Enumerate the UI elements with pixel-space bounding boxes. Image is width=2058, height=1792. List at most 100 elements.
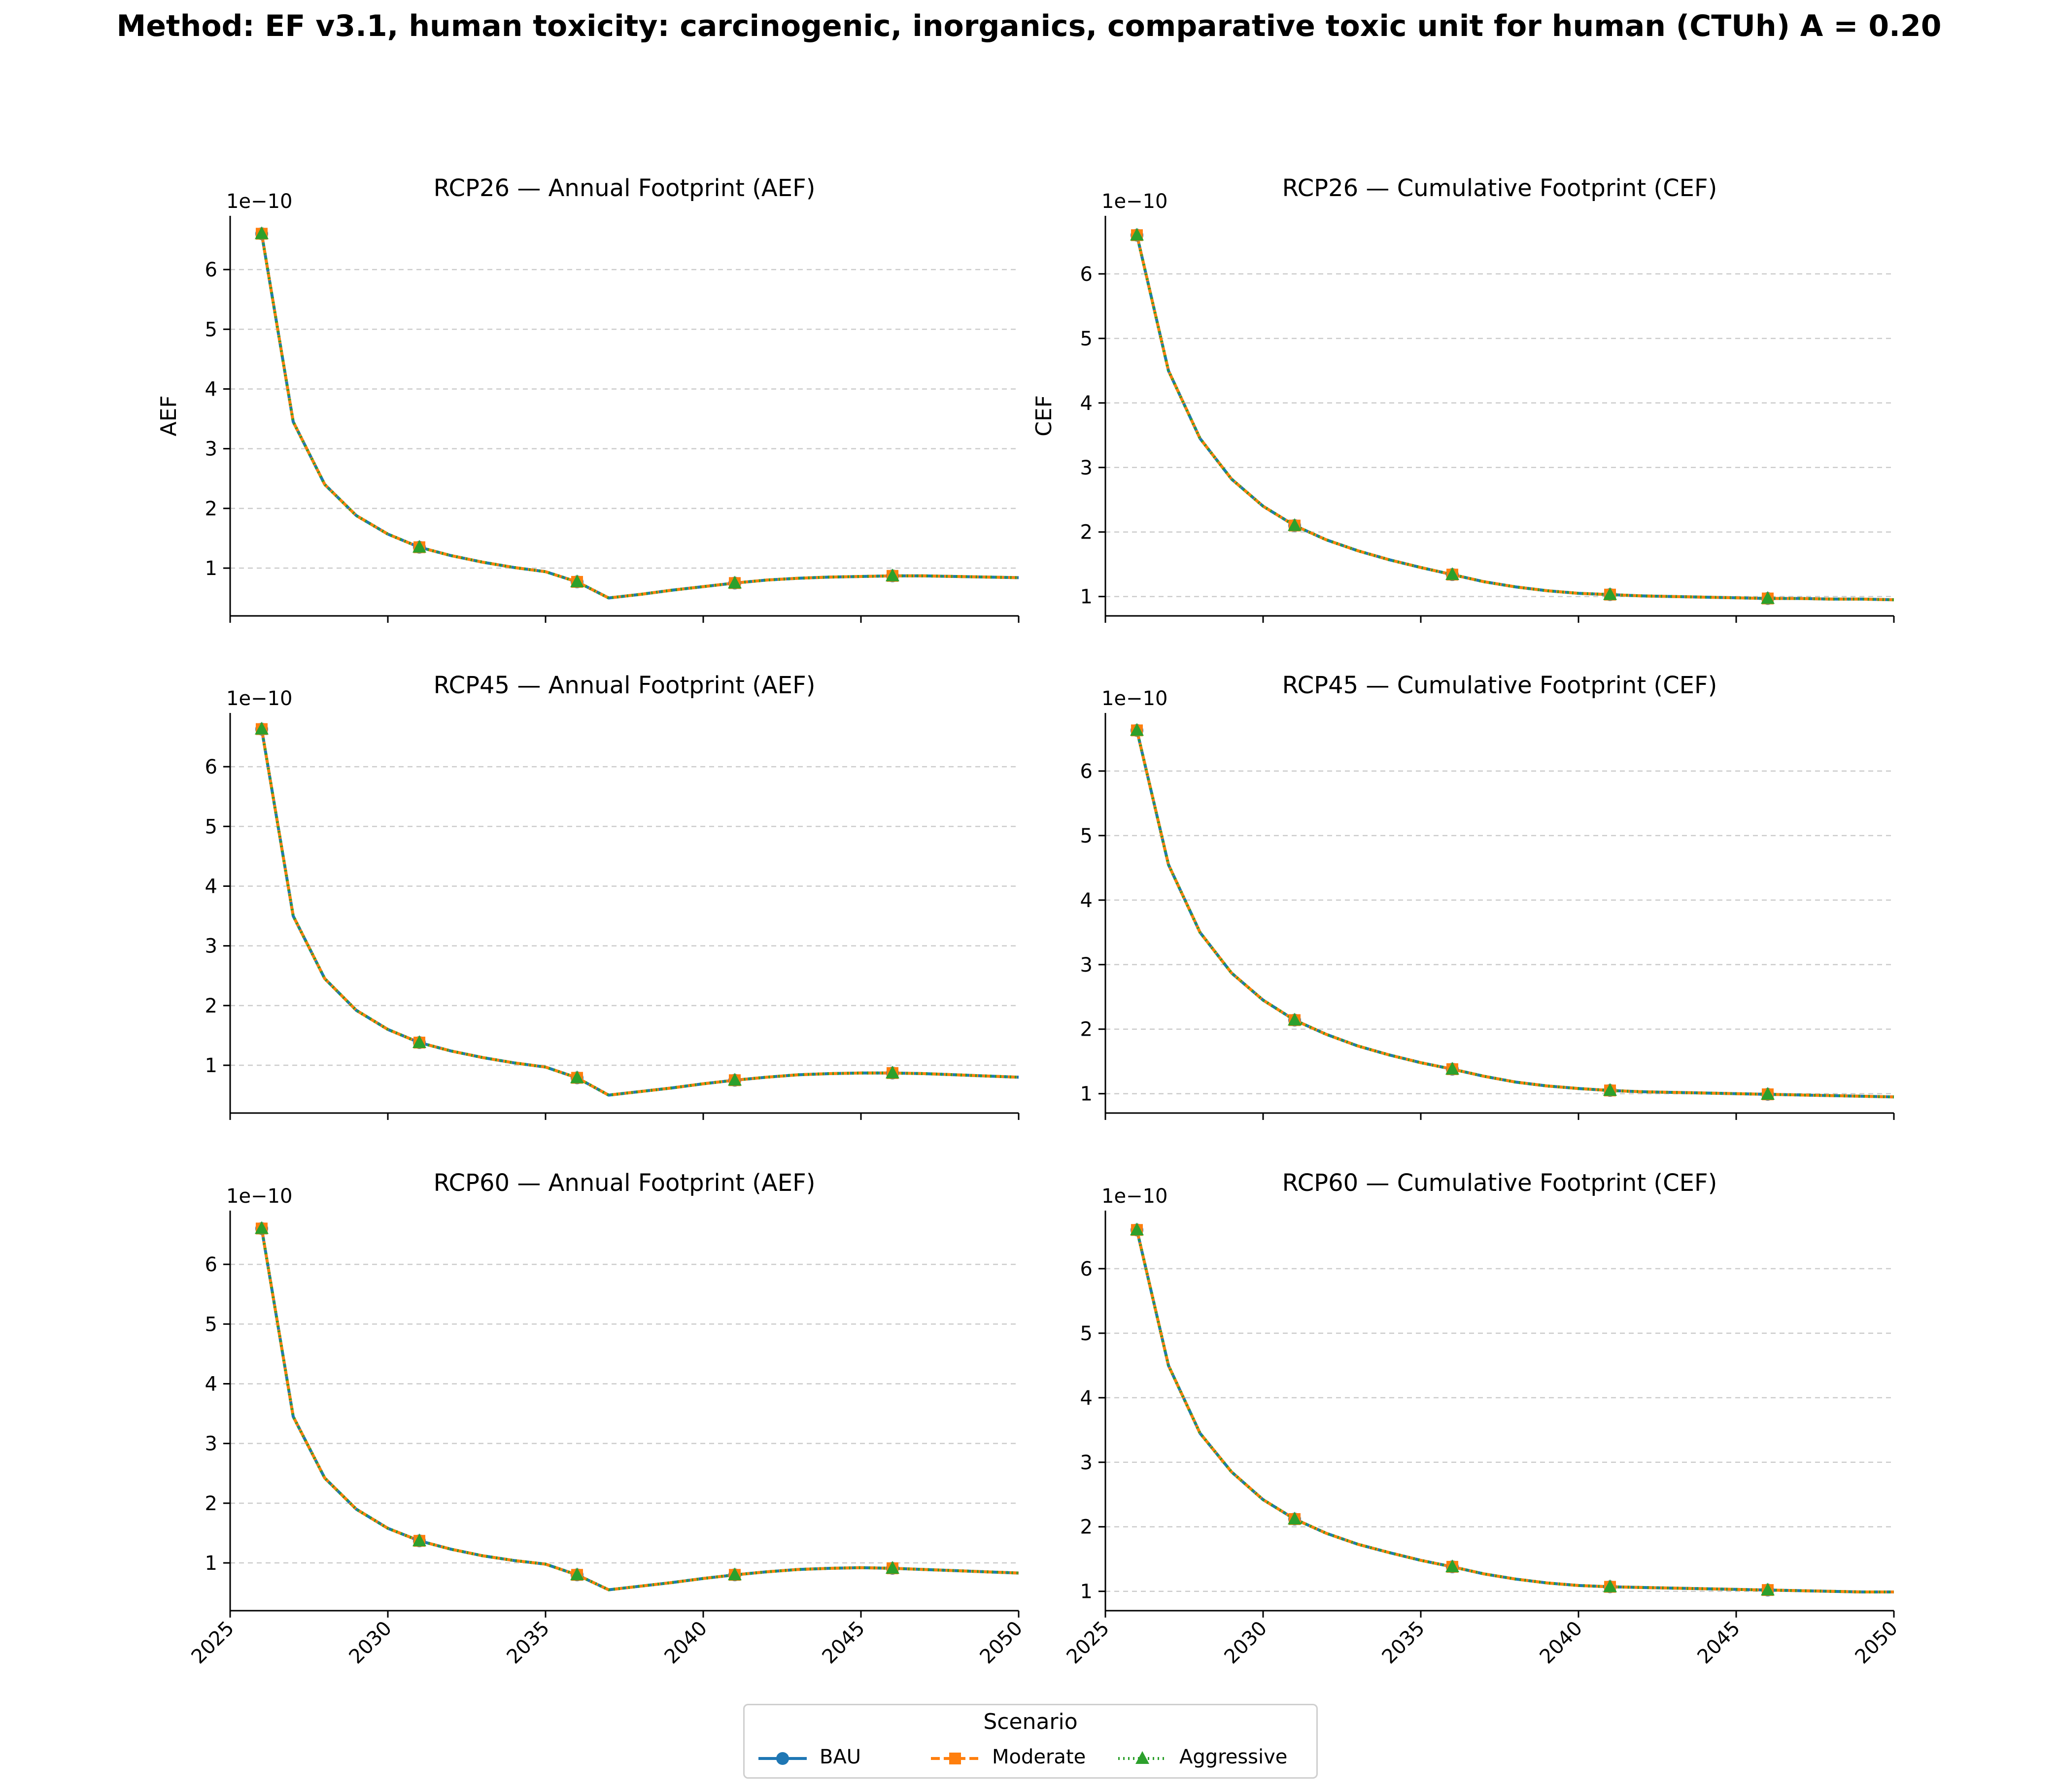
y-tick-label: 1 — [1080, 1581, 1093, 1603]
y-tick-label: 5 — [205, 1313, 217, 1336]
subplot-4: 1 2 3 4 5 6 RCP45 — Cumulative Footprint (CEF)… — [1080, 672, 1895, 1120]
subplot-title: RCP60 — Annual Footprint (AEF) — [434, 1169, 816, 1197]
data-point-aggressive — [1130, 723, 1144, 736]
series-line-bau — [1135, 730, 1894, 1099]
y-tick-label: 5 — [1080, 328, 1093, 350]
y-tick-label: 2 — [1080, 1516, 1093, 1539]
data-point-aggressive — [1761, 591, 1775, 604]
legend-label-moderate: Moderate — [992, 1746, 1086, 1768]
data-point-aggressive — [886, 568, 899, 581]
y-tick-label: 1 — [1080, 1083, 1093, 1106]
y-tick-label: 5 — [1080, 1322, 1093, 1345]
data-point-aggressive — [1603, 1579, 1617, 1592]
data-point-aggressive — [1288, 1013, 1302, 1026]
series-line-aggressive — [260, 729, 1019, 1097]
data-point-aggressive — [886, 1065, 899, 1079]
data-point-aggressive — [886, 1560, 899, 1574]
y-tick-label: 2 — [1080, 1018, 1093, 1041]
data-point-aggressive — [255, 721, 269, 735]
series-line-moderate — [1135, 1229, 1894, 1593]
series-line-aggressive — [260, 1228, 1019, 1591]
legend-swatch-moderate — [931, 1753, 979, 1764]
subplot-1: 1 2 3 4 5 6 RCP26 — Annual Footprint (AEF) 1e−1… — [156, 174, 1020, 623]
y-tick-label: 6 — [1080, 263, 1093, 286]
subplot-3: 1 2 3 4 5 6 RCP45 — Annual Footprint (AEF) 1e−1… — [205, 672, 1020, 1120]
y-tick-label: 3 — [1080, 457, 1093, 479]
subplot-6: 1 2 3 4 5 6 2025 2030 2035 2040 2045 2050 RCP60 — Cu… — [1063, 1169, 1903, 1668]
data-point-aggressive — [1288, 518, 1302, 531]
legend-label-bau: BAU — [820, 1746, 861, 1768]
data-point-aggressive — [1445, 567, 1459, 580]
y-tick-label: 3 — [1080, 1452, 1093, 1474]
y-tick-label: 1 — [205, 557, 217, 580]
data-point-aggressive — [728, 1073, 742, 1086]
series-line-moderate — [1135, 235, 1894, 602]
series-line-aggressive — [1135, 1229, 1894, 1593]
data-point-aggressive — [1445, 1559, 1459, 1572]
legend-label-aggressive: Aggressive — [1179, 1746, 1288, 1768]
series-line-moderate — [1135, 730, 1894, 1099]
y-tick-label: 6 — [205, 1253, 217, 1276]
series-line-bau — [260, 1228, 1019, 1591]
series-line-moderate — [260, 233, 1019, 600]
y-tick-label: 1 — [1080, 586, 1093, 609]
y-tick-label: 3 — [205, 438, 217, 461]
y-tick-label: 4 — [1080, 1387, 1093, 1410]
series-line-bau — [260, 729, 1019, 1097]
y-tick-label: 1 — [205, 1552, 217, 1575]
y-tick-label: 4 — [205, 378, 217, 401]
x-tick-label: 2045 — [1693, 1617, 1745, 1669]
y-offset-text: 1e−10 — [1101, 1185, 1167, 1208]
legend-item-bau: BAU — [755, 1744, 903, 1773]
y-tick-label: 3 — [1080, 954, 1093, 977]
y-axis-label: AEF — [156, 395, 181, 436]
y-tick-label: 5 — [205, 318, 217, 341]
data-point-aggressive — [728, 575, 742, 589]
data-point-aggressive — [412, 540, 426, 553]
y-tick-label: 2 — [205, 1492, 217, 1515]
x-tick-label: 2035 — [503, 1617, 554, 1669]
data-point-aggressive — [728, 1567, 742, 1581]
subplot-5: 1 2 3 4 5 6 2025 2030 2035 2040 2045 2050 RCP60 — An… — [187, 1169, 1028, 1668]
subplot-title: RCP45 — Cumulative Footprint (CEF) — [1282, 672, 1717, 699]
y-tick-label: 2 — [205, 995, 217, 1017]
y-offset-text: 1e−10 — [226, 190, 292, 213]
series-line-bau — [1135, 1229, 1894, 1593]
legend: Scenario BAU Moderate Aggressive — [743, 1704, 1318, 1779]
series-line-aggressive — [1135, 235, 1894, 602]
series-line-aggressive — [1135, 730, 1894, 1099]
data-point-aggressive — [1288, 1512, 1302, 1525]
x-tick-label: 2025 — [1063, 1617, 1114, 1669]
subplot-title: RCP45 — Annual Footprint (AEF) — [434, 672, 816, 699]
x-tick-label: 2030 — [1220, 1617, 1272, 1669]
data-point-aggressive — [1603, 587, 1617, 600]
y-axis-label: CEF — [1031, 395, 1057, 437]
data-point-aggressive — [255, 1221, 269, 1234]
data-point-aggressive — [255, 226, 269, 239]
figure-title: Method: EF v3.1, human toxicity: carcino… — [116, 9, 1942, 43]
y-tick-label: 4 — [1080, 889, 1093, 912]
x-tick-label: 2025 — [187, 1617, 239, 1669]
y-offset-text: 1e−10 — [1101, 190, 1167, 213]
data-point-aggressive — [412, 1035, 426, 1048]
legend-swatch-bau — [758, 1752, 807, 1765]
subplot-title: RCP60 — Cumulative Footprint (CEF) — [1282, 1169, 1717, 1197]
legend-marker-moderate — [949, 1753, 961, 1764]
subplot-title: RCP26 — Annual Footprint (AEF) — [434, 174, 816, 202]
y-tick-label: 6 — [1080, 760, 1093, 783]
data-point-aggressive — [1603, 1083, 1617, 1096]
y-tick-label: 6 — [1080, 1258, 1093, 1281]
series-line-moderate — [260, 729, 1019, 1097]
y-offset-text: 1e−10 — [226, 687, 292, 710]
subplot-title: RCP26 — Cumulative Footprint (CEF) — [1282, 174, 1717, 202]
legend-swatch-aggressive — [1118, 1751, 1166, 1764]
y-tick-label: 2 — [205, 498, 217, 520]
series-line-bau — [1135, 235, 1894, 602]
series-line-aggressive — [260, 233, 1019, 600]
x-tick-label: 2045 — [818, 1617, 870, 1669]
x-tick-label: 2030 — [345, 1617, 397, 1669]
x-tick-label: 2050 — [976, 1617, 1028, 1669]
legend-item-aggressive: Aggressive — [1115, 1744, 1312, 1773]
legend-title: Scenario — [983, 1709, 1078, 1734]
